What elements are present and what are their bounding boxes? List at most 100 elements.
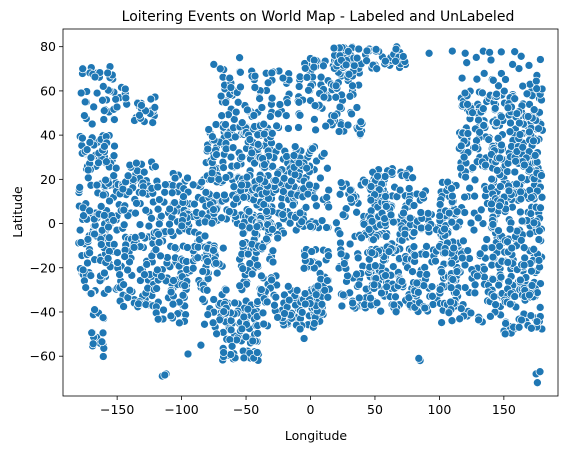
data-point xyxy=(211,258,221,268)
data-point xyxy=(469,225,479,235)
data-point xyxy=(275,100,285,109)
data-point xyxy=(366,293,375,303)
data-point xyxy=(370,261,380,271)
data-point xyxy=(273,233,283,243)
data-point xyxy=(212,268,222,278)
data-point xyxy=(177,221,187,231)
data-point xyxy=(238,229,248,238)
data-point xyxy=(496,182,505,191)
data-point xyxy=(510,94,520,104)
data-point xyxy=(216,91,226,101)
data-point xyxy=(193,253,203,263)
data-point xyxy=(371,45,381,54)
data-point xyxy=(532,84,542,94)
data-point xyxy=(418,190,428,200)
data-point xyxy=(517,315,526,325)
data-point xyxy=(157,272,166,281)
y-tick-label: 40 xyxy=(40,128,56,143)
data-point xyxy=(527,266,536,276)
data-point xyxy=(266,112,275,121)
data-point xyxy=(267,225,277,234)
data-point xyxy=(233,97,243,107)
data-point xyxy=(217,213,226,223)
data-point xyxy=(534,235,544,244)
data-point xyxy=(503,237,512,247)
data-point xyxy=(488,220,498,229)
data-point xyxy=(405,213,415,223)
data-point xyxy=(366,182,376,191)
data-point xyxy=(103,285,113,294)
data-point xyxy=(462,58,472,68)
data-point xyxy=(260,160,269,170)
data-point xyxy=(98,95,107,105)
data-point xyxy=(115,270,124,279)
data-point xyxy=(409,242,419,252)
data-point xyxy=(520,160,529,170)
data-point xyxy=(367,216,377,226)
data-point xyxy=(154,219,164,229)
data-point xyxy=(86,271,96,280)
data-point xyxy=(311,125,320,135)
data-point xyxy=(382,202,391,211)
data-point xyxy=(334,127,344,136)
data-point xyxy=(447,217,457,227)
data-point xyxy=(101,175,110,185)
data-point xyxy=(516,275,525,285)
data-point xyxy=(470,191,479,201)
data-point xyxy=(437,267,447,277)
data-point xyxy=(258,308,268,318)
data-point xyxy=(310,101,320,110)
data-point xyxy=(295,110,305,120)
data-point xyxy=(198,267,208,276)
data-point xyxy=(119,280,128,289)
data-point xyxy=(153,182,163,192)
data-point xyxy=(408,267,417,276)
data-point xyxy=(111,94,121,104)
data-point xyxy=(478,219,488,228)
data-point xyxy=(247,269,257,279)
data-point xyxy=(377,288,386,298)
data-point xyxy=(183,243,192,252)
data-point xyxy=(369,235,378,245)
data-point xyxy=(245,259,255,268)
data-point xyxy=(381,271,390,280)
data-point xyxy=(281,111,291,120)
data-point xyxy=(481,160,490,170)
data-point xyxy=(167,188,177,198)
data-point xyxy=(100,268,109,278)
data-point xyxy=(100,142,109,151)
data-point xyxy=(299,334,309,343)
data-point xyxy=(159,305,168,315)
data-point xyxy=(138,188,148,198)
data-point xyxy=(448,191,457,201)
data-point xyxy=(357,233,366,243)
data-point xyxy=(470,143,480,152)
data-point xyxy=(168,299,178,309)
y-tick-label: −20 xyxy=(30,260,56,275)
data-point xyxy=(219,307,229,316)
data-point xyxy=(98,352,108,361)
data-point xyxy=(505,299,515,309)
data-point xyxy=(323,163,332,173)
data-point xyxy=(397,277,407,286)
data-point xyxy=(144,221,154,231)
data-point xyxy=(485,48,494,57)
data-point xyxy=(478,88,487,98)
data-point xyxy=(512,109,522,118)
data-point xyxy=(304,85,313,95)
data-point xyxy=(491,300,500,310)
data-point xyxy=(524,61,534,70)
data-point xyxy=(400,229,410,239)
data-point xyxy=(335,229,345,239)
data-point xyxy=(99,115,109,124)
data-point xyxy=(452,267,462,276)
data-point xyxy=(459,152,469,162)
data-point xyxy=(345,91,355,101)
data-point xyxy=(259,319,269,329)
data-point xyxy=(277,201,286,210)
data-point xyxy=(448,275,458,284)
data-point xyxy=(336,249,346,259)
y-tick-label: −60 xyxy=(30,349,56,364)
data-point xyxy=(362,46,372,56)
data-point xyxy=(478,104,488,114)
